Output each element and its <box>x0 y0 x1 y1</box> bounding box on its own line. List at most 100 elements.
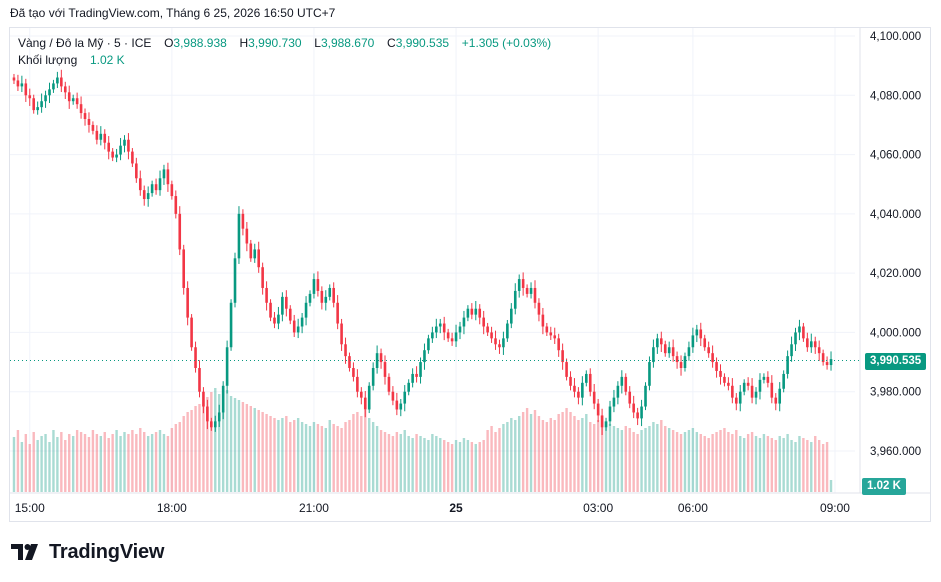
candle-body <box>660 338 663 345</box>
x-tick-label: 09:00 <box>820 501 850 515</box>
volume-bar <box>308 426 312 492</box>
candle-body <box>821 353 825 363</box>
candle-body <box>131 151 134 164</box>
candle-body <box>233 258 237 303</box>
candle-body <box>142 190 146 200</box>
volume-bar <box>537 416 541 492</box>
volume-bar <box>699 434 702 492</box>
candle-body <box>490 332 493 339</box>
candle-body <box>545 326 549 333</box>
candle-body <box>423 350 426 363</box>
candle-body <box>636 412 639 419</box>
candle-body <box>573 385 576 392</box>
candle-body <box>71 98 75 102</box>
volume-label[interactable]: Khối lượng <box>18 53 78 67</box>
last-volume-tag: 1.02 K <box>862 478 906 495</box>
candle-body <box>770 382 774 398</box>
candle-body <box>12 77 16 81</box>
candle-body <box>817 347 821 354</box>
candle-body <box>202 391 205 407</box>
volume-bar <box>166 436 170 492</box>
candle-body <box>699 329 703 339</box>
volume-bar <box>450 444 454 492</box>
candle-body <box>561 350 564 363</box>
candle-body <box>261 267 264 288</box>
volume-bar <box>723 428 726 492</box>
candle-body <box>585 373 588 383</box>
candle-body <box>20 83 24 87</box>
y-tick-label: 4,100.000 <box>870 31 921 43</box>
volume-bar <box>194 406 197 492</box>
volume-bar <box>119 436 122 492</box>
candle-body <box>146 193 150 200</box>
volume-bar <box>679 434 683 492</box>
volume-bar <box>83 434 87 492</box>
chart-legend: Vàng / Đô la Mỹ · 5 · ICE O3,988.938 H3,… <box>18 35 551 69</box>
candle-body <box>198 368 201 392</box>
volume-bar <box>146 436 150 492</box>
candle-body <box>186 287 189 318</box>
candle-body <box>154 184 158 191</box>
candle-body <box>344 344 347 357</box>
candle-body <box>360 391 363 398</box>
candle-body <box>44 95 47 102</box>
candle-body <box>324 296 328 303</box>
candle-body <box>241 213 245 229</box>
volume-bar <box>162 434 166 492</box>
volume-bar <box>269 416 272 492</box>
volume-bar <box>498 428 501 492</box>
candle-body <box>786 356 789 374</box>
volume-bar <box>131 430 134 492</box>
volume-bar <box>95 434 99 492</box>
candle-body <box>442 323 446 333</box>
volume-bar <box>612 426 616 492</box>
volume-bar <box>75 430 79 492</box>
volume-bar <box>300 422 304 492</box>
candle-body <box>711 353 714 363</box>
volume-bar <box>40 436 43 492</box>
y-tick-label: 3,980.000 <box>870 387 921 399</box>
candle-body <box>135 163 138 179</box>
candle-body <box>494 338 497 345</box>
candle-body <box>738 391 742 404</box>
candle-body <box>356 376 359 392</box>
close-label: C <box>387 36 396 50</box>
last-price-tag: 3,990.535 <box>865 353 927 370</box>
volume-bar <box>624 426 627 492</box>
volume-bar <box>91 430 95 492</box>
volume-bar <box>60 432 63 492</box>
candle-body <box>225 347 229 386</box>
tradingview-logo-text: TradingView <box>49 540 165 563</box>
volume-bar <box>750 432 754 492</box>
volume-bar <box>348 420 351 492</box>
volume-bar <box>758 438 762 492</box>
candle-body <box>379 353 383 363</box>
candle-body <box>304 302 308 318</box>
symbol-label[interactable]: Vàng / Đô la Mỹ · 5 · ICE <box>18 36 152 50</box>
volume-bar <box>99 436 103 492</box>
volume-bar <box>541 420 545 492</box>
volume-bar <box>391 436 395 492</box>
volume-bar <box>490 426 493 492</box>
chart-frame[interactable] <box>9 27 931 522</box>
candle-body <box>249 243 253 259</box>
volume-bar <box>474 444 477 492</box>
candle-body <box>40 101 43 108</box>
volume-bar <box>790 440 793 492</box>
y-tick-label: 3,960.000 <box>870 446 921 458</box>
candle-body <box>269 302 272 318</box>
high-label: H <box>239 36 249 50</box>
candle-body <box>36 107 39 111</box>
candle-body <box>557 338 560 351</box>
candle-body <box>363 397 367 410</box>
candle-body <box>52 83 55 90</box>
candle-body <box>458 326 462 333</box>
volume-bar <box>589 422 592 492</box>
candle-body <box>608 406 612 422</box>
candle-body <box>829 359 833 366</box>
volume-bar <box>553 420 556 492</box>
volume-bar <box>241 402 245 492</box>
tradingview-branding[interactable]: TradingView <box>11 540 164 564</box>
candle-body <box>265 287 268 303</box>
